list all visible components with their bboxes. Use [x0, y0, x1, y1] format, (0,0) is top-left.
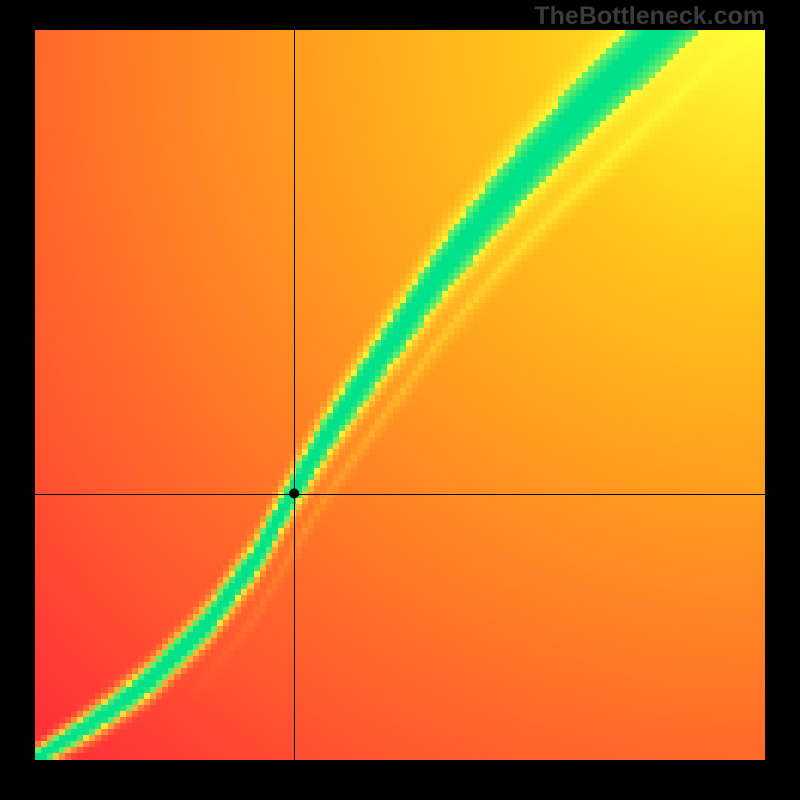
chart-container: TheBottleneck.com: [0, 0, 800, 800]
watermark-text: TheBottleneck.com: [534, 2, 765, 31]
bottleneck-heatmap: [35, 30, 765, 760]
